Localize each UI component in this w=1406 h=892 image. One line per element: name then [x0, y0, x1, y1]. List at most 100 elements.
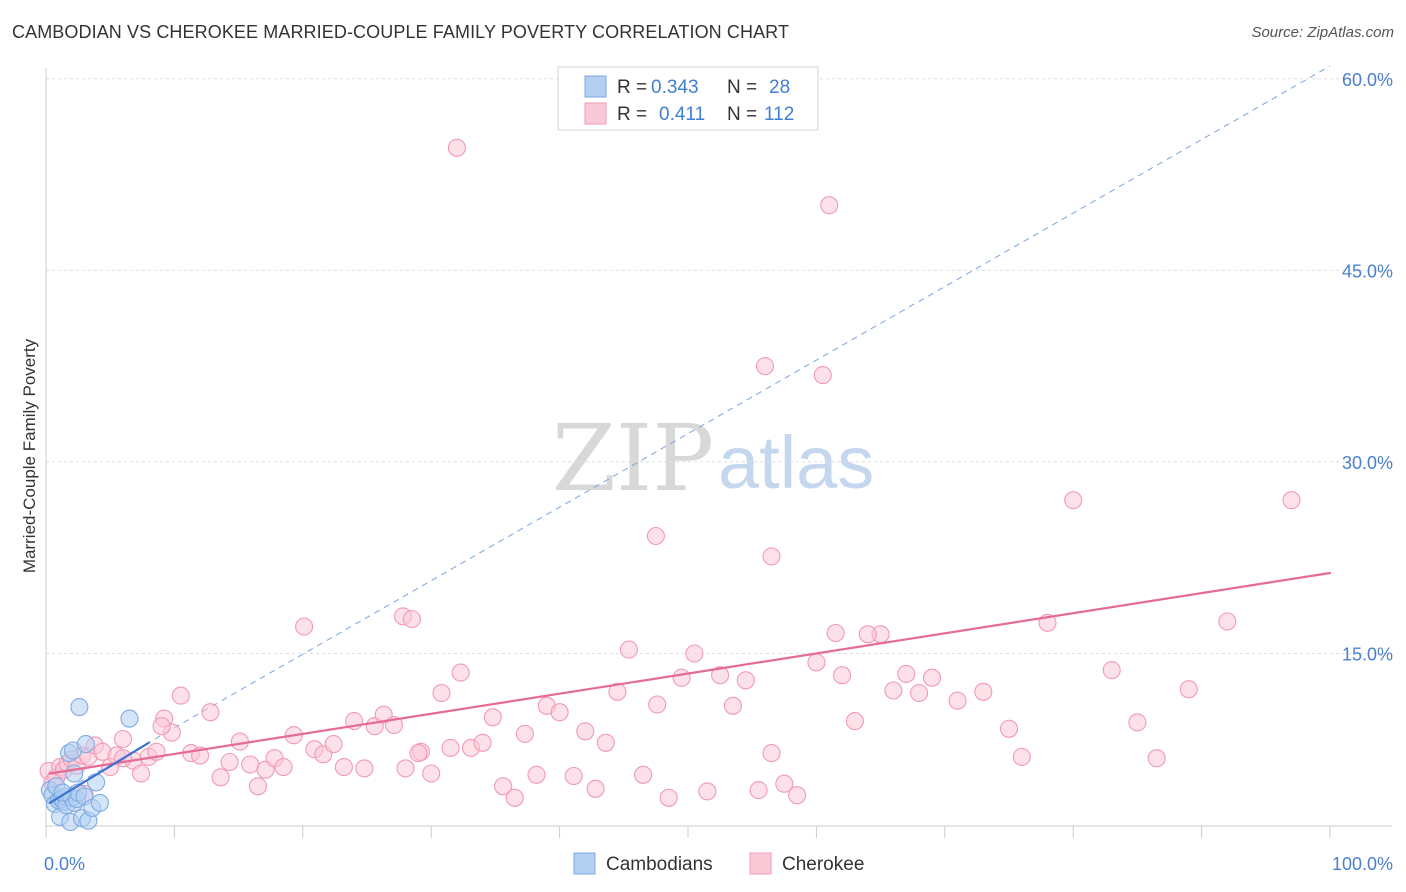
y-axis-label: Married-Couple Family Poverty	[20, 338, 39, 573]
y-tick-label: 60.0%	[1342, 70, 1393, 90]
legend-r-value: 0.343	[651, 77, 699, 98]
point-cherokee	[813, 366, 832, 385]
legend-n-label: N =	[727, 104, 757, 125]
point-cherokee	[334, 758, 353, 777]
point-cherokee	[922, 668, 942, 687]
legend-n-value: 28	[769, 77, 790, 98]
point-cherokee	[974, 682, 993, 701]
point-cherokee	[447, 138, 466, 157]
point-cherokee	[248, 777, 267, 796]
point-cherokee	[788, 786, 807, 805]
point-cherokee	[1102, 661, 1121, 680]
point-cherokee	[755, 357, 775, 376]
point-cherokee	[220, 752, 239, 772]
point-cherokee	[826, 623, 845, 643]
point-cherokee	[634, 765, 653, 784]
point-cherokee	[596, 733, 615, 752]
point-cherokee	[576, 722, 595, 741]
legend-box: R = 0.343 N = 28 R = 0.411 N = 112	[557, 66, 819, 131]
point-cherokee	[685, 644, 704, 663]
point-cherokee	[698, 782, 717, 801]
point-cherokee	[451, 663, 470, 682]
point-cherokee	[619, 640, 638, 659]
point-cherokee	[113, 729, 133, 749]
chart-title: CAMBODIAN VS CHEROKEE MARRIED-COUPLE FAM…	[12, 22, 790, 42]
legend-r-value: 0.411	[659, 104, 705, 125]
point-cherokee	[833, 666, 852, 685]
point-cherokee	[845, 712, 864, 731]
point-cherokee	[948, 691, 967, 710]
point-cherokee	[820, 196, 839, 215]
point-cherokee	[775, 774, 794, 793]
point-cherokee	[586, 779, 605, 798]
reference-line	[49, 65, 1331, 800]
x-tick-label: 100.0%	[1332, 854, 1393, 874]
point-cherokee	[274, 758, 293, 777]
point-cherokee	[131, 764, 151, 783]
point-cherokee	[473, 733, 492, 752]
point-cherokee	[230, 732, 249, 751]
y-tick-label: 30.0%	[1342, 453, 1393, 473]
point-cherokee	[355, 759, 374, 778]
point-cherokee	[241, 755, 260, 774]
bottom-legend-swatch-cambodians	[573, 852, 596, 875]
point-cherokee	[646, 526, 665, 546]
y-tick-label: 15.0%	[1342, 644, 1393, 664]
legend-n-value: 112	[764, 104, 794, 125]
point-cherokee	[1218, 612, 1237, 631]
point-cherokee	[211, 768, 230, 787]
legend-n-label: N =	[727, 77, 757, 98]
point-cambodians	[120, 709, 139, 728]
point-cherokee	[494, 777, 513, 796]
x-tick-label: 0.0%	[44, 854, 85, 874]
x-tick-labels: 0.0% 100.0%	[44, 854, 1393, 874]
point-cambodians	[65, 764, 84, 783]
reference-dashed-line	[49, 65, 1331, 800]
point-cherokee	[295, 617, 314, 636]
axes	[45, 68, 1392, 838]
point-cherokee	[550, 703, 569, 722]
point-cherokee	[897, 664, 916, 683]
point-cherokee	[441, 738, 460, 757]
trend-line-cambodians	[48, 741, 150, 804]
bottom-legend-cambodians: Cambodians	[606, 854, 713, 875]
point-cherokee	[711, 666, 730, 685]
y-tick-label: 45.0%	[1342, 261, 1393, 281]
point-cherokee	[422, 764, 441, 783]
point-cherokee	[402, 609, 421, 629]
point-cherokee	[1282, 491, 1301, 510]
point-cherokee	[409, 744, 428, 763]
point-cherokee	[1179, 680, 1198, 699]
point-cherokee	[672, 668, 691, 687]
point-cherokee	[171, 686, 190, 705]
point-cambodians	[70, 698, 89, 717]
point-cherokee	[1064, 491, 1083, 510]
point-cherokee	[201, 703, 220, 722]
y-tick-labels: 15.0% 30.0% 45.0% 60.0%	[1342, 70, 1393, 665]
point-cherokee	[1147, 749, 1166, 768]
point-cherokee	[749, 781, 768, 800]
point-cambodians	[90, 793, 109, 812]
point-cherokee	[762, 547, 781, 566]
point-cherokee	[762, 744, 781, 763]
point-cherokee	[736, 671, 755, 690]
point-cherokee	[999, 719, 1019, 738]
legend-r-label: R =	[617, 104, 647, 125]
point-cherokee	[807, 653, 826, 672]
point-cambodians	[87, 773, 106, 792]
trend-lines	[48, 571, 1332, 804]
point-cherokee	[527, 765, 546, 784]
point-cherokee	[324, 735, 343, 754]
point-cherokee	[515, 724, 534, 743]
chart-source: Source: ZipAtlas.com	[1251, 24, 1394, 41]
point-cambodians	[76, 735, 95, 754]
point-cherokee	[1012, 747, 1031, 766]
point-cherokee	[723, 696, 742, 715]
trend-line-cherokee	[48, 571, 1332, 775]
point-cherokee	[858, 625, 877, 644]
legend-r-label: R =	[617, 77, 647, 98]
point-cherokee	[483, 708, 502, 727]
watermark-zip: ZIP	[552, 405, 714, 512]
point-cherokee	[659, 788, 678, 807]
